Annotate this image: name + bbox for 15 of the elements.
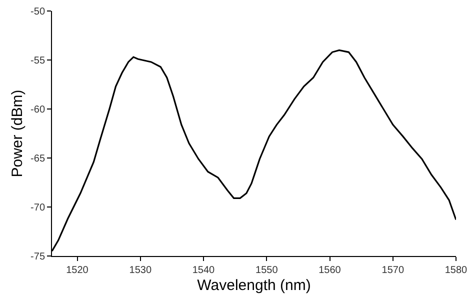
x-tick-label: 1560 <box>318 265 342 276</box>
y-tick-label: -50 <box>30 6 46 18</box>
x-tick-label: 1550 <box>256 265 278 276</box>
y-tick-label: -60 <box>30 104 46 116</box>
x-axis-title: Wavelength (nm) <box>197 277 311 294</box>
x-tick-label: 1520 <box>66 265 89 276</box>
y-axis-title: Power (dBm) <box>8 90 26 178</box>
x-tick-label: 1570 <box>382 265 404 276</box>
y-tick-label: -70 <box>30 202 46 214</box>
x-tick-label: 1540 <box>192 265 216 276</box>
x-tick-label: 1580 <box>444 265 468 276</box>
x-tick-label: 1530 <box>129 265 152 276</box>
y-tick-label: -65 <box>30 154 46 164</box>
y-tick-label: -75 <box>30 252 46 262</box>
y-tick-label: -55 <box>30 56 46 66</box>
